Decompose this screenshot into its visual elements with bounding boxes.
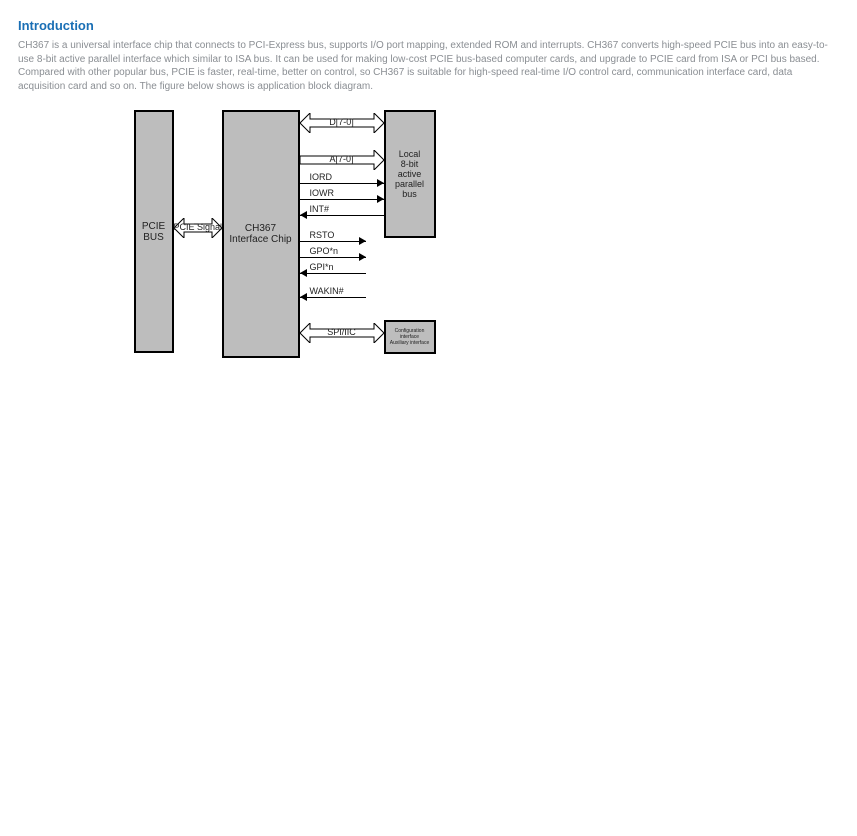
signal-int bbox=[300, 215, 384, 216]
signal-label-iowr: IOWR bbox=[310, 188, 335, 198]
arrow-label-d7-0: D[7-0] bbox=[300, 117, 384, 127]
block-local_bus: Local8-bitactiveparallelbus bbox=[384, 110, 436, 238]
signal-gpo bbox=[300, 257, 366, 258]
block-pcie_bus: PCIEBUS bbox=[134, 110, 174, 353]
signal-rsto bbox=[300, 241, 366, 242]
diagram-container: PCIEBUS CH367Interface Chip Local8-bitacti… bbox=[18, 105, 839, 365]
signal-arrowhead-int bbox=[300, 211, 307, 219]
section-heading: Introduction bbox=[18, 18, 839, 33]
signal-label-iord: IORD bbox=[310, 172, 333, 182]
signal-arrowhead-wakin bbox=[300, 293, 307, 301]
signal-arrowhead-iord bbox=[377, 179, 384, 187]
signal-arrowhead-rsto bbox=[359, 237, 366, 245]
arrow-label-pcie-signal: PCIE Signal bbox=[174, 222, 222, 232]
block-diagram: PCIEBUS CH367Interface Chip Local8-bitacti… bbox=[134, 105, 724, 365]
signal-wakin bbox=[300, 297, 366, 298]
signal-label-wakin: WAKIN# bbox=[310, 286, 344, 296]
signal-label-gpo: GPO*n bbox=[310, 246, 339, 256]
signal-arrowhead-iowr bbox=[377, 195, 384, 203]
signal-label-gpi: GPI*n bbox=[310, 262, 334, 272]
signal-iord bbox=[300, 183, 384, 184]
signal-arrowhead-gpo bbox=[359, 253, 366, 261]
signal-iowr bbox=[300, 199, 384, 200]
arrow-label-a7-0: A[7-0] bbox=[300, 154, 384, 164]
block-ch367: CH367Interface Chip bbox=[222, 110, 300, 358]
intro-paragraph: CH367 is a universal interface chip that… bbox=[18, 39, 839, 93]
block-config_if: Configuration interfaceAuxiliary interfa… bbox=[384, 320, 436, 354]
signal-gpi bbox=[300, 273, 366, 274]
signal-label-rsto: RSTO bbox=[310, 230, 335, 240]
arrow-label-spi-iic: SPI/IIC bbox=[300, 327, 384, 337]
signal-label-int: INT# bbox=[310, 204, 330, 214]
signal-arrowhead-gpi bbox=[300, 269, 307, 277]
